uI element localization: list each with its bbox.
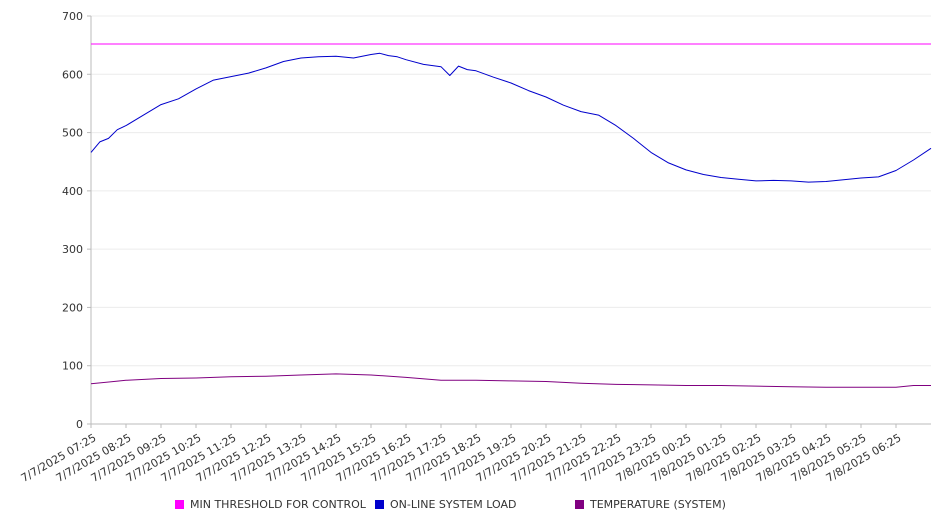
- legend-item-threshold: MIN THRESHOLD FOR CONTROL: [175, 498, 366, 511]
- legend-label-threshold: MIN THRESHOLD FOR CONTROL: [190, 498, 366, 511]
- y-tick-label: 0: [76, 418, 83, 431]
- y-tick-label: 100: [62, 360, 83, 373]
- gridlines: [91, 15, 931, 367]
- y-tick-label: 600: [62, 68, 83, 81]
- y-tick-label: 700: [62, 10, 83, 23]
- y-tick-label: 200: [62, 301, 83, 314]
- series-lines: [90, 43, 932, 388]
- y-tick-label: 500: [62, 127, 83, 140]
- legend-label-system-load: ON-LINE SYSTEM LOAD: [390, 498, 517, 511]
- y-axis-ticks: 0 100 200 300 400 500 600 700: [62, 10, 91, 431]
- legend-label-temperature: TEMPERATURE (SYSTEM): [590, 498, 726, 511]
- system-load-line: [90, 52, 932, 183]
- x-axis-ticks: 7/7/2025 07:257/7/2025 08:257/7/2025 09:…: [19, 424, 904, 485]
- legend-item-temperature: TEMPERATURE (SYSTEM): [575, 498, 726, 511]
- axes: [90, 16, 931, 425]
- legend: MIN THRESHOLD FOR CONTROL ON-LINE SYSTEM…: [0, 498, 946, 514]
- temperature-line: [90, 373, 931, 388]
- legend-item-system-load: ON-LINE SYSTEM LOAD: [375, 498, 516, 511]
- legend-swatch-temperature: [575, 500, 584, 509]
- legend-swatch-threshold: [175, 500, 184, 509]
- y-tick-label: 400: [62, 185, 83, 198]
- legend-swatch-system-load: [375, 500, 384, 509]
- y-tick-label: 300: [62, 243, 83, 256]
